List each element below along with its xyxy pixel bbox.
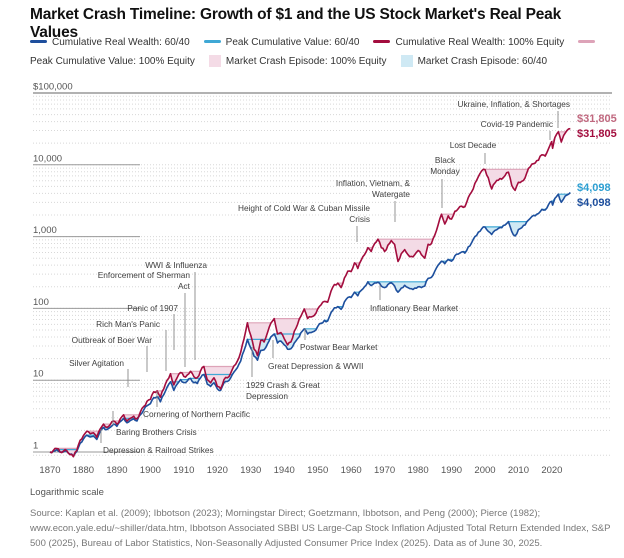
- annotation-label: Ukraine, Inflation, & Shortages: [457, 99, 570, 109]
- legend-item-crash-6040: Market Crash Episode: 60/40: [400, 55, 548, 68]
- legend-item-crash-equity: Market Crash Episode: 100% Equity: [208, 55, 387, 68]
- annotation-label: Lost Decade: [450, 140, 497, 150]
- annotation-label: Height of Cold War & Cuban Missile Crisis: [238, 203, 370, 224]
- legend-item-peak-6040: Peak Cumulative Value: 60/40: [203, 37, 360, 48]
- source-citation: Source: Kaplan et al. (2009); Ibbotson (…: [30, 508, 611, 549]
- y-axis-label: 1: [33, 441, 38, 452]
- legend-label: Peak Cumulative Value: 60/40: [225, 37, 360, 48]
- page-title: Market Crash Timeline: Growth of $1 and …: [30, 6, 562, 41]
- x-axis-label: 2020: [541, 465, 562, 476]
- legend-label: Cumulative Real Wealth: 100% Equity: [395, 37, 565, 48]
- y-axis-label: 1,000: [33, 225, 57, 236]
- x-axis-label: 1920: [207, 465, 228, 476]
- x-axis-label: 1900: [140, 465, 161, 476]
- legend-label: Cumulative Real Wealth: 60/40: [52, 37, 190, 48]
- crash-episode-fill-equity: [50, 128, 571, 457]
- annotation-label: Depression & Railroad Strikes: [103, 445, 214, 455]
- annotation-label: 1929 Crash & Great Depression: [246, 380, 320, 401]
- series-end-value-label: $4,098: [577, 197, 611, 209]
- legend-item-peak-equity: Peak Cumulative Value: 100% Equity: [30, 37, 600, 67]
- log-scale-note: Logarithmic scale: [30, 487, 104, 498]
- legend-item-wealth-equity: Cumulative Real Wealth: 100% Equity: [373, 37, 564, 48]
- legend-label: Peak Cumulative Value: 100% Equity: [30, 56, 195, 67]
- annotation-label: Rich Man's Panic: [96, 319, 160, 329]
- x-axis-label: 1910: [173, 465, 194, 476]
- annotation-label: Great Depression & WWII: [268, 361, 363, 371]
- y-axis-label: $100,000: [33, 82, 73, 93]
- legend-item-wealth-6040: Cumulative Real Wealth: 60/40: [30, 37, 190, 48]
- series-end-value-label: $31,805: [577, 128, 617, 140]
- x-axis-label: 1980: [407, 465, 428, 476]
- annotation-label: WWI & Influenza: [145, 260, 207, 270]
- x-axis-label: 1880: [73, 465, 94, 476]
- cumulative-wealth-line-6040: [49, 192, 571, 457]
- y-axis-label: 10,000: [33, 153, 62, 164]
- x-axis-label: 1930: [240, 465, 261, 476]
- annotation-label: Outbreak of Boer War: [72, 335, 153, 345]
- legend-line-swatch-crimson: [373, 39, 391, 43]
- annotation-label: Cornering of Northern Pacific: [143, 409, 250, 419]
- annotation-label: Baring Brothers Crisis: [116, 427, 197, 437]
- legend-line-swatch-pink: [578, 39, 596, 43]
- x-axis-label: 1870: [39, 465, 60, 476]
- annotation-label: Panic of 1907: [127, 303, 178, 313]
- cumulative-wealth-line-equity: [49, 127, 571, 458]
- x-axis-label: 1940: [274, 465, 295, 476]
- x-axis-label: 1890: [106, 465, 127, 476]
- annotation-label: Covid-19 Pandemic: [481, 119, 553, 129]
- annotation-label: Black Monday: [430, 155, 460, 176]
- series-end-value-label: $4,098: [577, 182, 611, 194]
- legend-box-swatch-cyan: [400, 55, 413, 68]
- y-axis-label: 10: [33, 369, 44, 380]
- annotation-label: Inflation, Vietnam, & Watergate: [336, 178, 411, 199]
- annotation-label: Silver Agitation: [69, 358, 124, 368]
- x-axis-label: 1950: [307, 465, 328, 476]
- legend-label: Market Crash Episode: 100% Equity: [225, 56, 387, 67]
- legend-box-swatch-pink: [208, 55, 221, 68]
- x-axis-label: 2010: [508, 465, 529, 476]
- annotation-label: Inflationary Bear Market: [370, 303, 459, 313]
- chart-legend: Cumulative Real Wealth: 60/40 Peak Cumula…: [30, 33, 606, 71]
- annotation-label: Enforcement of Sherman Act: [98, 270, 191, 291]
- x-axis-label: 1970: [374, 465, 395, 476]
- series-end-value-label: $31,805: [577, 113, 617, 125]
- legend-line-swatch-blue: [30, 39, 47, 43]
- x-axis-label: 1990: [441, 465, 462, 476]
- x-axis-label: 1960: [341, 465, 362, 476]
- legend-label: Market Crash Episode: 60/40: [417, 56, 548, 67]
- annotation-label: Postwar Bear Market: [300, 342, 378, 352]
- x-axis-label: 2000: [474, 465, 495, 476]
- legend-line-swatch-cyan: [203, 39, 221, 43]
- y-axis-label: 100: [33, 297, 49, 308]
